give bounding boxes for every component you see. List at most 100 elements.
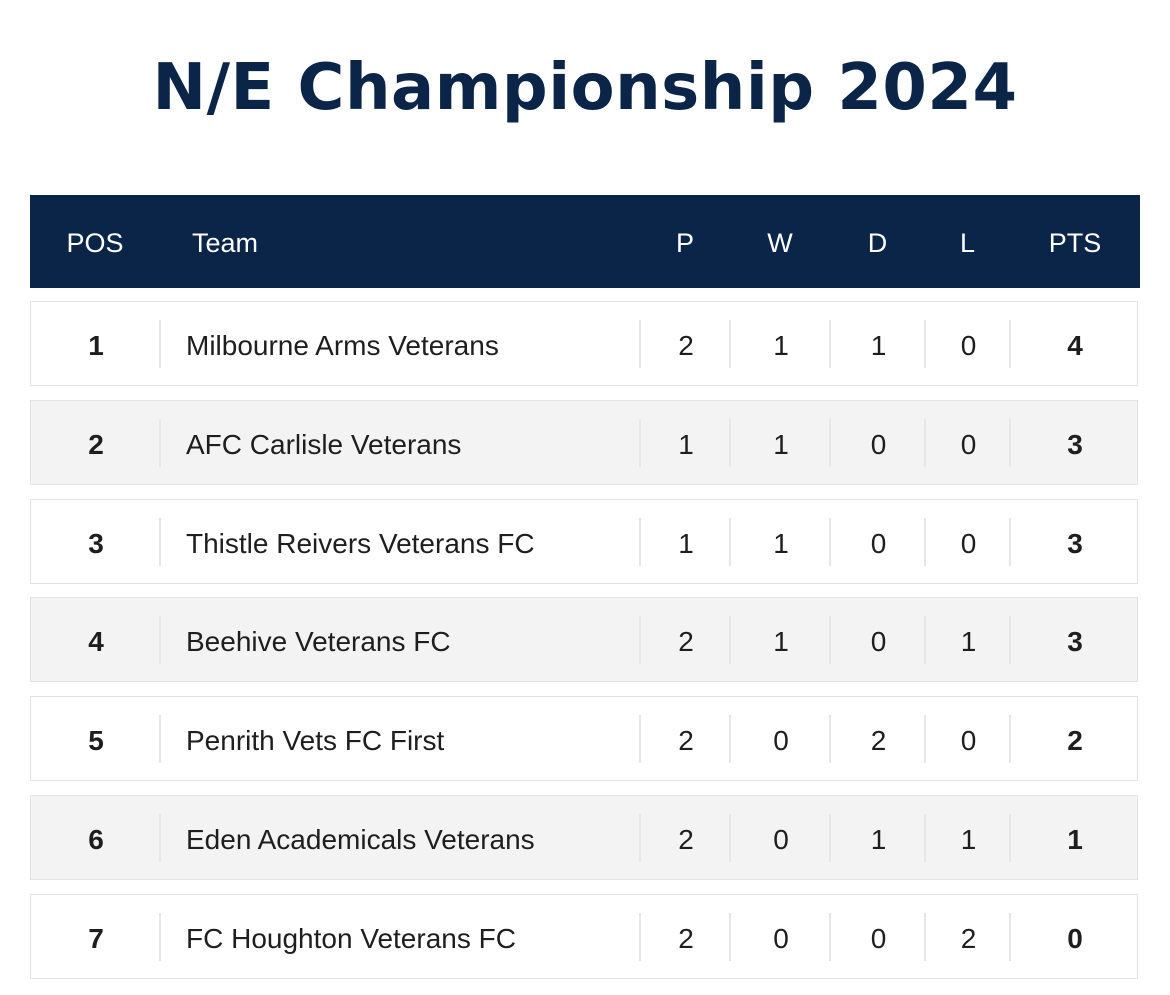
- cell-played: 1: [678, 528, 694, 559]
- column-divider: [829, 419, 831, 467]
- cell-lost: 0: [960, 429, 977, 460]
- column-divider: [1009, 616, 1011, 664]
- cell-lost: 0: [960, 330, 977, 361]
- column-divider: [829, 715, 831, 763]
- column-divider: [1009, 814, 1011, 862]
- cell-drawn: 0: [870, 923, 887, 954]
- cell-pos: 7: [88, 923, 104, 954]
- table-row: 1 Milbourne Arms Veterans 2 1 1 0 4: [30, 301, 1138, 386]
- column-divider: [159, 320, 161, 368]
- cell-points: 2: [1067, 725, 1083, 756]
- cell-lost: 0: [960, 528, 977, 559]
- header-lost: L: [959, 228, 976, 258]
- table-row: 2 AFC Carlisle Veterans 1 1 0 0 3: [30, 400, 1138, 485]
- column-divider: [729, 518, 731, 566]
- cell-pos: 4: [88, 626, 104, 657]
- cell-team: Thistle Reivers Veterans FC: [186, 528, 535, 559]
- column-divider: [829, 814, 831, 862]
- cell-won: 0: [773, 824, 789, 855]
- column-divider: [1009, 913, 1011, 961]
- table-row: 6 Eden Academicals Veterans 2 0 1 1 1: [30, 795, 1138, 880]
- column-divider: [159, 616, 161, 664]
- header-points: PTS: [1048, 228, 1102, 258]
- column-divider: [829, 320, 831, 368]
- column-divider: [924, 814, 926, 862]
- column-divider: [1009, 518, 1011, 566]
- cell-team: Penrith Vets FC First: [186, 725, 445, 756]
- cell-pos: 3: [88, 528, 104, 559]
- cell-played: 2: [678, 725, 694, 756]
- column-divider: [924, 616, 926, 664]
- column-divider: [729, 715, 731, 763]
- column-divider: [924, 913, 926, 961]
- header-played: P: [675, 228, 694, 258]
- table-row: 3 Thistle Reivers Veterans FC 1 1 0 0 3: [30, 499, 1138, 584]
- column-divider: [1009, 715, 1011, 763]
- column-divider: [639, 419, 641, 467]
- cell-team: Milbourne Arms Veterans: [186, 330, 499, 361]
- cell-lost: 2: [960, 923, 977, 954]
- cell-pos: 5: [88, 725, 104, 756]
- column-divider: [924, 518, 926, 566]
- header-drawn: D: [867, 228, 888, 258]
- column-divider: [159, 419, 161, 467]
- table-row: 4 Beehive Veterans FC 2 1 0 1 3: [30, 597, 1138, 682]
- header-pos: POS: [66, 228, 124, 258]
- cell-points: 1: [1067, 824, 1083, 855]
- column-divider: [924, 715, 926, 763]
- cell-played: 2: [678, 626, 694, 657]
- cell-played: 2: [678, 330, 694, 361]
- cell-points: 3: [1067, 626, 1083, 657]
- cell-team: AFC Carlisle Veterans: [186, 429, 462, 460]
- table-header: POS Team P W D L PTS: [30, 195, 1140, 288]
- cell-team: Beehive Veterans FC: [186, 626, 451, 657]
- column-divider: [729, 814, 731, 862]
- cell-points: 4: [1067, 330, 1083, 361]
- cell-played: 2: [678, 824, 694, 855]
- cell-won: 0: [773, 923, 789, 954]
- cell-points: 3: [1067, 429, 1083, 460]
- column-divider: [729, 419, 731, 467]
- cell-won: 1: [773, 330, 789, 361]
- cell-lost: 1: [960, 824, 977, 855]
- column-divider: [1009, 419, 1011, 467]
- column-divider: [159, 814, 161, 862]
- cell-drawn: 2: [870, 725, 887, 756]
- column-divider: [829, 518, 831, 566]
- column-divider: [639, 320, 641, 368]
- cell-drawn: 0: [870, 528, 887, 559]
- column-divider: [729, 616, 731, 664]
- cell-lost: 1: [960, 626, 977, 657]
- column-divider: [639, 616, 641, 664]
- column-divider: [639, 518, 641, 566]
- cell-won: 1: [773, 626, 789, 657]
- column-divider: [159, 518, 161, 566]
- cell-drawn: 1: [870, 824, 887, 855]
- cell-pos: 6: [88, 824, 104, 855]
- column-divider: [924, 320, 926, 368]
- column-divider: [1009, 320, 1011, 368]
- column-divider: [829, 913, 831, 961]
- cell-won: 1: [773, 429, 789, 460]
- page-title: N/E Championship 2024: [152, 51, 1018, 125]
- cell-points: 3: [1067, 528, 1083, 559]
- cell-played: 2: [678, 923, 694, 954]
- cell-team: Eden Academicals Veterans: [186, 824, 535, 855]
- cell-pos: 1: [88, 330, 104, 361]
- cell-pos: 2: [88, 429, 104, 460]
- cell-points: 0: [1067, 923, 1083, 954]
- column-divider: [159, 715, 161, 763]
- column-divider: [159, 913, 161, 961]
- cell-drawn: 0: [870, 626, 887, 657]
- column-divider: [639, 814, 641, 862]
- cell-won: 1: [773, 528, 789, 559]
- column-divider: [729, 913, 731, 961]
- table-row: 7 FC Houghton Veterans FC 2 0 0 2 0: [30, 894, 1138, 979]
- column-divider: [729, 320, 731, 368]
- cell-drawn: 1: [870, 330, 887, 361]
- column-divider: [924, 419, 926, 467]
- cell-drawn: 0: [870, 429, 887, 460]
- cell-played: 1: [678, 429, 694, 460]
- cell-lost: 0: [960, 725, 977, 756]
- column-divider: [829, 616, 831, 664]
